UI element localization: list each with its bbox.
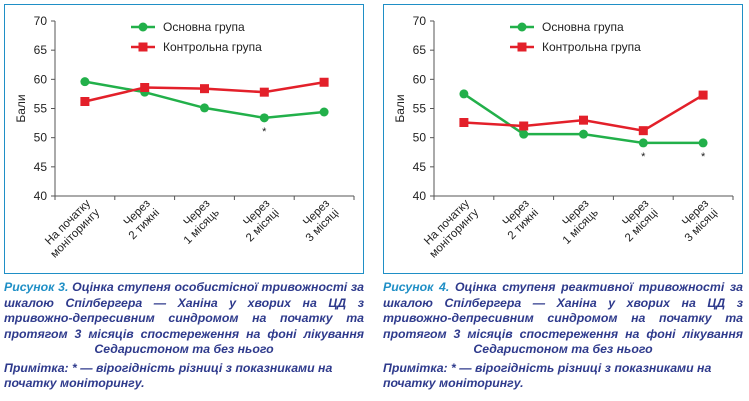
legend-label: Контрольна група [163, 40, 262, 54]
data-point [698, 90, 708, 100]
significance-mark: * [701, 151, 706, 163]
x-tick-label: Через2 місяці [614, 198, 661, 245]
data-point [638, 126, 648, 136]
data-point [259, 113, 269, 123]
data-point [259, 87, 269, 97]
significance-mark: * [641, 151, 646, 163]
significance-mark: * [262, 126, 267, 138]
y-tick-label: 65 [34, 43, 48, 57]
data-point [200, 84, 209, 94]
data-point [638, 138, 648, 148]
y-tick-label: 45 [413, 160, 427, 174]
data-point [459, 89, 469, 99]
y-tick-label: 65 [413, 43, 427, 57]
data-point [140, 83, 150, 92]
caption-text: Рисунок 4. Оцінка ступеня реактивної три… [383, 280, 743, 358]
legend-marker [138, 42, 148, 52]
caption-note: Примітка: * — вірогідність різниці з пок… [383, 360, 712, 391]
data-point [80, 97, 90, 106]
figure-caption-right: Рисунок 4. Оцінка ступеня реактивної три… [383, 280, 743, 392]
figure-label: Рисунок 4. [383, 280, 450, 294]
x-tick-label: На початкумоніторингу [39, 197, 102, 260]
caption-note: Примітка: * — вірогідність різниці з пок… [4, 360, 333, 391]
x-tick-label: Через2 тижні [497, 198, 541, 242]
x-tick-label: Через1 місяць [173, 198, 222, 247]
legend-label: Основна група [542, 20, 624, 34]
data-point [200, 103, 209, 113]
data-point [80, 77, 90, 87]
legend-marker [517, 22, 527, 32]
caption-text: Рисунок 3. Оцінка ступеня особистісної т… [4, 280, 364, 358]
data-point [319, 107, 329, 117]
x-tick-label: На початкумоніторингу [418, 197, 481, 260]
y-tick-label: 50 [34, 131, 48, 145]
chart-panel-right: 40 45 50 55 60 65 70 Бали На початкумоніторингу Ч… [383, 4, 743, 274]
series-line [463, 94, 704, 132]
caption-body: Оцінка ступеня особистісної тривожності … [4, 280, 365, 356]
data-point [459, 118, 469, 127]
y-tick-label: 50 [413, 131, 427, 145]
y-tick-label: 60 [413, 72, 427, 86]
data-point [519, 129, 529, 139]
y-tick-label: 40 [413, 189, 427, 203]
chart-panel-left: 40 45 50 55 60 65 70 Бали На початкумоніторингу Ч… [4, 4, 364, 274]
legend-marker [138, 22, 148, 32]
data-point [319, 77, 329, 87]
x-tick-label: Через2 місяці [235, 198, 282, 245]
caption-body: Оцінка ступеня реактивної тривожності за… [383, 280, 743, 356]
y-axis-label: Бали [393, 94, 407, 122]
y-tick-label: 70 [413, 14, 427, 28]
data-point [698, 138, 708, 148]
y-tick-label: 55 [413, 102, 427, 116]
y-tick-label: 40 [34, 189, 48, 203]
chart-right: 40 45 50 55 60 65 70 Бали На початкумоніторингу Ч… [393, 14, 734, 260]
figure-caption-left: Рисунок 3. Оцінка ступеня особистісної т… [4, 280, 364, 392]
x-tick-label: Через3 місяці [295, 198, 342, 245]
data-point [579, 129, 588, 139]
legend-label: Контрольна група [542, 40, 641, 54]
figure-label: Рисунок 3. [4, 280, 69, 294]
y-tick-label: 55 [34, 102, 48, 116]
x-tick-label: Через1 місяць [552, 198, 601, 247]
legend-marker [517, 42, 527, 52]
y-tick-label: 45 [34, 160, 48, 174]
y-tick-label: 70 [34, 14, 48, 28]
y-axis-label: Бали [14, 94, 28, 122]
chart-left: 40 45 50 55 60 65 70 Бали На початкумоніторингу Ч… [14, 14, 355, 260]
x-tick-label: Через2 тижні [118, 198, 162, 242]
y-tick-label: 60 [34, 72, 48, 86]
x-tick-label: Через3 місяці [674, 198, 721, 245]
data-point [579, 115, 588, 125]
legend-label: Основна група [163, 20, 245, 34]
data-point [519, 121, 529, 131]
